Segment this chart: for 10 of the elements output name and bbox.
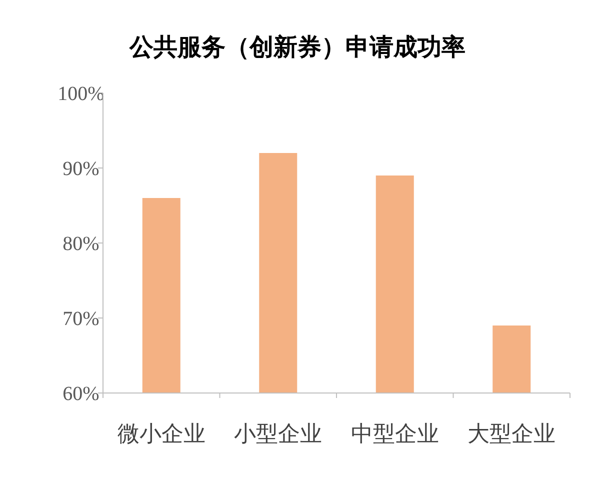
y-tick-label: 80% [62,233,100,255]
x-tick-label: 小型企业 [234,421,322,446]
x-tick-label: 中型企业 [350,421,439,446]
chart-title: 公共服务（创新券）申请成功率 [128,34,466,61]
y-tick-label: 70% [62,308,100,330]
x-tick-label: 微小企业 [117,421,206,446]
y-tick-label: 60% [62,383,100,405]
y-tick-label: 100% [58,83,104,105]
x-tick-label: 大型企业 [468,421,556,446]
y-tick-label: 90% [62,158,100,180]
